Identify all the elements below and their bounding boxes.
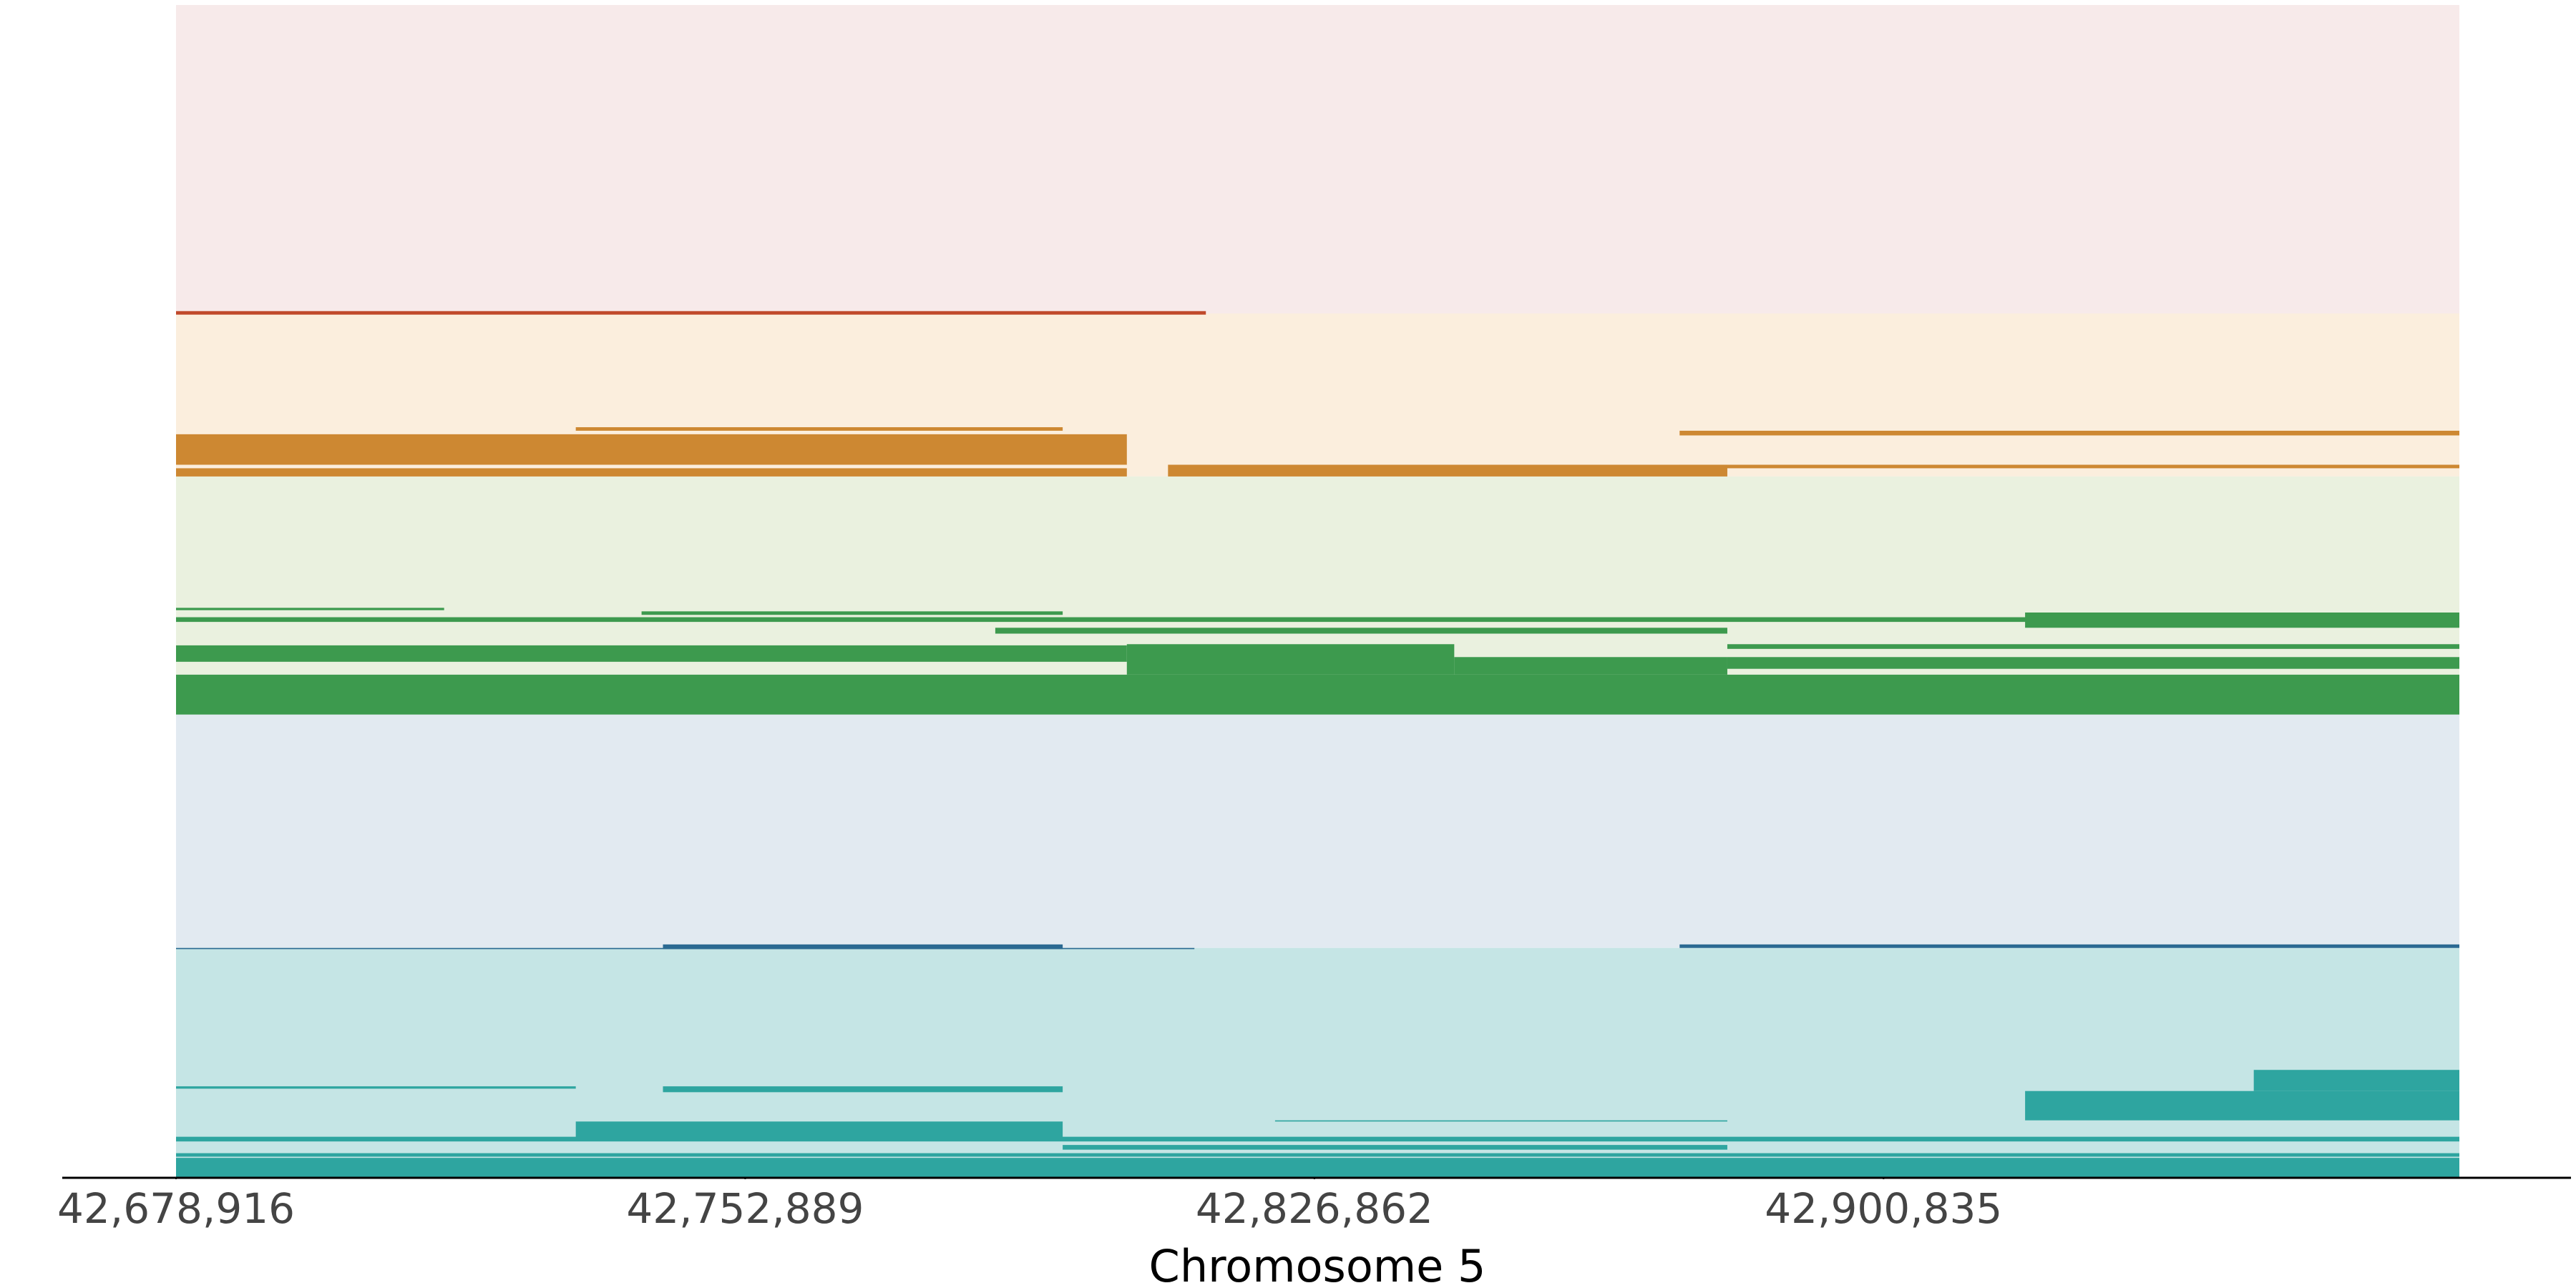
segment (575, 427, 1063, 431)
segment (641, 611, 1063, 615)
segment (1727, 644, 2459, 649)
segment (1126, 644, 1455, 675)
segment (176, 617, 2459, 623)
track-background (176, 947, 2459, 1178)
x-tick-label: 42,826,862 (1196, 1184, 1433, 1233)
segment (1454, 657, 1727, 675)
x-tick-label: 42,752,889 (626, 1184, 864, 1233)
segment (1274, 1120, 1727, 1122)
segment (2025, 1091, 2459, 1121)
segment (1727, 657, 2459, 669)
segment (176, 468, 1127, 477)
segment (575, 1121, 1063, 1138)
segment (663, 944, 1063, 950)
segment (2253, 1070, 2459, 1091)
segment (995, 628, 1727, 634)
segment (176, 674, 2459, 715)
segment (176, 434, 1127, 465)
segment (1679, 464, 2459, 469)
segment (176, 1086, 576, 1089)
x-axis-label: Chromosome 5 (1149, 1240, 1486, 1288)
segment (176, 1136, 2459, 1142)
segment (176, 1153, 2459, 1157)
segment (176, 1158, 2459, 1178)
segment (663, 1086, 1063, 1093)
segment (176, 311, 1206, 315)
segment (176, 608, 444, 610)
segment (1679, 944, 2459, 948)
segment (1168, 464, 1727, 477)
segment (1679, 430, 2459, 436)
track-background (176, 5, 2459, 314)
x-tick-label: 42,900,835 (1765, 1184, 2002, 1233)
track-background (176, 714, 2459, 948)
segment (176, 645, 1127, 662)
x-tick-label: 42,678,916 (57, 1184, 295, 1233)
segment (1063, 1145, 1727, 1150)
